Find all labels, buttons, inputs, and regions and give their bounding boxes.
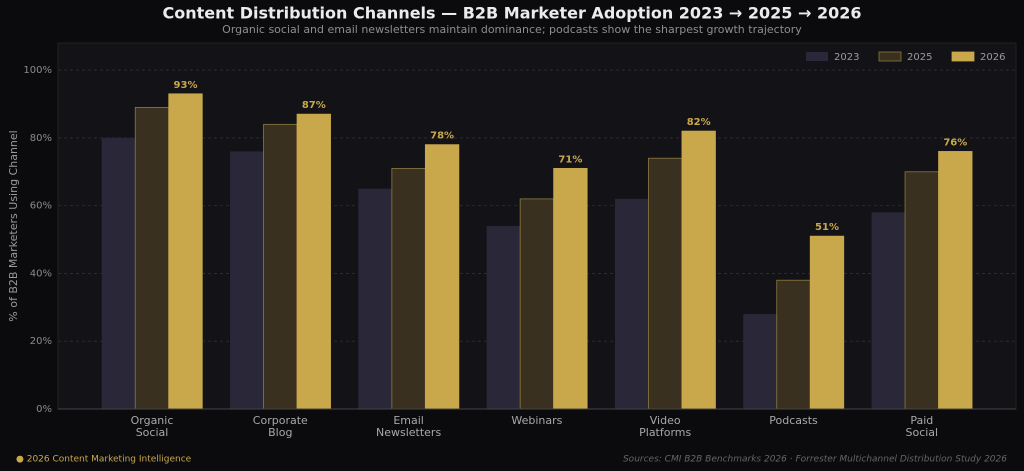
bar	[904, 171, 939, 410]
bar	[743, 314, 777, 409]
legend-label: 2025	[907, 52, 932, 63]
y-tick-label: 0%	[36, 404, 52, 415]
y-axis-label: % of B2B Marketers Using Channel	[7, 130, 20, 321]
value-label: 82%	[687, 117, 711, 128]
legend-label: 2023	[834, 52, 859, 63]
x-tick-label: Podcasts	[769, 414, 818, 427]
value-label: 51%	[815, 222, 839, 233]
bar	[519, 198, 555, 410]
bar	[230, 151, 264, 409]
x-tick-label: Corporate Blog	[252, 414, 308, 439]
bar	[871, 212, 906, 409]
y-tick-label: 60%	[30, 201, 52, 212]
bar	[776, 279, 811, 410]
x-tick-label: Video Platforms	[639, 414, 692, 439]
y-tick-label: 20%	[30, 336, 52, 347]
value-label: 71%	[558, 154, 582, 165]
bar	[101, 137, 136, 409]
chart-subtitle: Organic social and email newsletters mai…	[222, 23, 802, 36]
bar	[134, 106, 170, 410]
legend-swatch	[878, 51, 902, 62]
bar	[424, 144, 460, 410]
bar	[486, 226, 521, 409]
bar	[614, 198, 649, 409]
footer-left: ● 2026 Content Marketing Intelligence	[16, 455, 192, 465]
legend-label: 2026	[980, 52, 1005, 63]
bar	[263, 123, 298, 410]
value-label: 93%	[174, 80, 198, 91]
x-tick-label: Webinars	[511, 414, 563, 427]
bar	[648, 157, 683, 410]
bar	[358, 188, 392, 409]
bar	[296, 113, 331, 410]
y-tick-label: 40%	[30, 268, 52, 279]
value-label: 76%	[943, 137, 967, 148]
bar	[168, 93, 203, 410]
legend-swatch	[951, 51, 975, 62]
chart-title: Content Distribution Channels — B2B Mark…	[163, 4, 862, 23]
bar	[809, 235, 845, 410]
bar	[681, 130, 716, 410]
value-label: 78%	[430, 131, 454, 142]
legend-swatch	[806, 52, 828, 61]
y-tick-label: 80%	[30, 133, 52, 144]
bar	[391, 167, 426, 410]
bar	[938, 151, 973, 410]
value-label: 87%	[302, 100, 326, 111]
x-tick-label: Paid Social	[905, 414, 939, 439]
bar	[553, 167, 588, 410]
x-tick-label: Email Newsletters	[375, 414, 442, 439]
footer-right: Sources: CMI B2B Benchmarks 2026 · Forre…	[623, 455, 1007, 465]
x-tick-label: Organic Social	[130, 414, 174, 439]
y-tick-label: 100%	[23, 65, 52, 76]
